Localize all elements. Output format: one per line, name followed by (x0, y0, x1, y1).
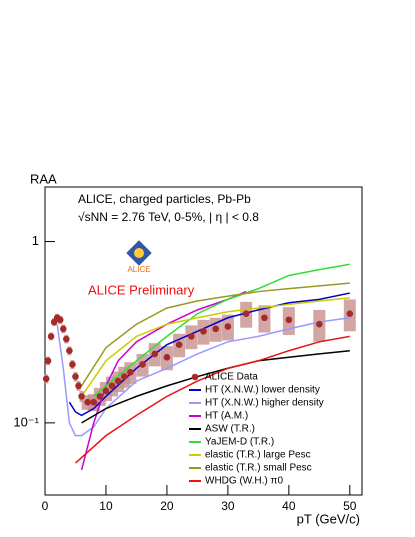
data-point (102, 387, 110, 395)
data-point (42, 375, 50, 383)
data-point (163, 353, 171, 361)
legend-label: ASW (T.R.) (205, 424, 255, 435)
chart-subtitle: √sNN = 2.76 TeV, 0-5%, | η | < 0.8 (78, 210, 259, 224)
data-point (47, 333, 55, 340)
data-point (44, 357, 52, 365)
legend-label: YaJEM-D (T.R.) (205, 437, 274, 448)
legend-marker (191, 373, 199, 381)
legend-label: WHDG (W.H.) π0 (205, 476, 283, 487)
legend-label: ALICE Data (205, 372, 258, 383)
svg-text:ALICE: ALICE (127, 265, 150, 274)
x-tick-label: 20 (160, 499, 174, 513)
model-line (80, 296, 350, 397)
model-line (81, 349, 350, 424)
model-line (93, 263, 350, 397)
data-point (200, 327, 207, 335)
chart-title: ALICE, charged particles, Pb-Pb (78, 192, 251, 206)
data-point (63, 335, 70, 343)
x-tick-label: 30 (221, 499, 235, 513)
model-line (56, 317, 350, 437)
y-tick-label: 1 (32, 233, 39, 248)
data-point (114, 377, 122, 385)
data-point (72, 373, 79, 380)
data-point (66, 347, 73, 355)
annotation: ALICE Preliminary (88, 282, 195, 297)
data-point (90, 398, 98, 406)
plot-frame (44, 186, 363, 496)
data-point (56, 316, 64, 324)
data-point (120, 373, 128, 380)
model-line (80, 282, 350, 387)
data-point (75, 382, 82, 390)
data-point (151, 350, 159, 358)
data-point (242, 310, 250, 318)
data-point (316, 320, 323, 328)
y-axis-label: RAA (30, 171, 57, 186)
data-point (212, 325, 219, 333)
x-tick-label: 10 (99, 499, 113, 513)
data-point (188, 333, 195, 340)
legend-label: HT (X.N.W.) higher density (205, 398, 324, 409)
y-tick-label: 10⁻¹ (13, 414, 39, 429)
legend-label: HT (A.M.) (205, 411, 248, 422)
legend-label: elastic (T.R.) large Pesc (205, 450, 311, 461)
model-line (80, 290, 247, 471)
data-point (346, 310, 354, 318)
model-line (68, 292, 350, 417)
x-axis-label: pT (GeV/c) (297, 511, 360, 526)
data-point (224, 323, 232, 330)
data-point (78, 393, 85, 400)
x-tick-label: 50 (343, 499, 357, 513)
data-point (59, 325, 67, 333)
data-point (69, 361, 76, 368)
legend-label: HT (X.N.W.) lower density (205, 385, 320, 396)
data-point (175, 341, 183, 348)
data-point (139, 361, 146, 368)
data-point (108, 382, 116, 390)
legend-label: elastic (T.R.) small Pesc (205, 463, 312, 474)
data-point (96, 393, 104, 400)
data-point (285, 316, 293, 324)
x-tick-label: 40 (282, 499, 296, 513)
data-point (84, 398, 91, 406)
data-point (127, 369, 134, 376)
model-line (74, 335, 350, 464)
data-point (261, 314, 268, 322)
x-tick-label: 0 (42, 499, 49, 513)
alice-logo: ALICE (126, 240, 152, 274)
